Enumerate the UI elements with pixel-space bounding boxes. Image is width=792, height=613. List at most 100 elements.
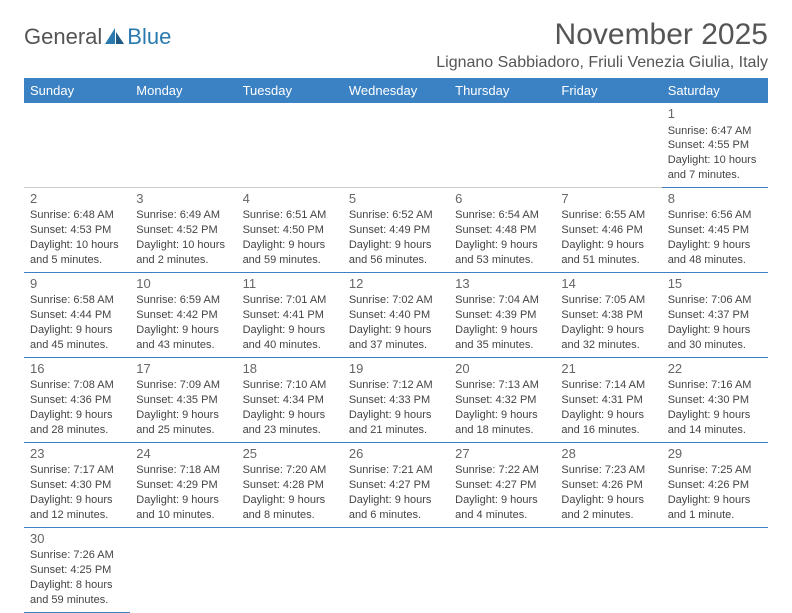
calendar-cell: 12Sunrise: 7:02 AMSunset: 4:40 PMDayligh…	[343, 272, 449, 357]
day-number: 7	[561, 190, 655, 208]
day-line: Sunset: 4:36 PM	[30, 393, 124, 408]
day-line: Sunrise: 7:26 AM	[30, 548, 124, 563]
day-line: Sunrise: 6:56 AM	[668, 208, 762, 223]
calendar-cell: 6Sunrise: 6:54 AMSunset: 4:48 PMDaylight…	[449, 187, 555, 272]
calendar-cell: 14Sunrise: 7:05 AMSunset: 4:38 PMDayligh…	[555, 272, 661, 357]
day-line: and 2 minutes.	[561, 508, 655, 523]
day-line: Sunrise: 7:20 AM	[243, 463, 337, 478]
day-number: 3	[136, 190, 230, 208]
day-line: Daylight: 9 hours	[561, 323, 655, 338]
day-line: Sunset: 4:39 PM	[455, 308, 549, 323]
logo-text-2: Blue	[127, 24, 171, 50]
calendar-cell: 27Sunrise: 7:22 AMSunset: 4:27 PMDayligh…	[449, 442, 555, 527]
calendar-cell	[237, 527, 343, 612]
calendar-cell: 25Sunrise: 7:20 AMSunset: 4:28 PMDayligh…	[237, 442, 343, 527]
day-line: Sunrise: 7:13 AM	[455, 378, 549, 393]
day-line: Daylight: 9 hours	[136, 323, 230, 338]
day-line: Sunrise: 7:16 AM	[668, 378, 762, 393]
day-line: Daylight: 9 hours	[30, 493, 124, 508]
day-line: Sunset: 4:28 PM	[243, 478, 337, 493]
calendar-week: 30Sunrise: 7:26 AMSunset: 4:25 PMDayligh…	[24, 527, 768, 612]
day-line: Sunset: 4:26 PM	[561, 478, 655, 493]
day-line: Sunset: 4:49 PM	[349, 223, 443, 238]
day-line: Sunset: 4:48 PM	[455, 223, 549, 238]
calendar-cell: 18Sunrise: 7:10 AMSunset: 4:34 PMDayligh…	[237, 357, 343, 442]
day-number: 18	[243, 360, 337, 378]
calendar-cell	[449, 527, 555, 612]
location: Lignano Sabbiadoro, Friuli Venezia Giuli…	[436, 54, 768, 72]
day-line: Daylight: 9 hours	[561, 493, 655, 508]
day-line: and 12 minutes.	[30, 508, 124, 523]
day-number: 2	[30, 190, 124, 208]
day-line: and 16 minutes.	[561, 423, 655, 438]
day-line: and 7 minutes.	[668, 168, 762, 183]
day-line: Sunset: 4:25 PM	[30, 563, 124, 578]
logo: General Blue	[24, 24, 171, 50]
day-line: and 28 minutes.	[30, 423, 124, 438]
day-line: Daylight: 9 hours	[243, 323, 337, 338]
calendar-cell	[343, 527, 449, 612]
day-line: and 45 minutes.	[30, 338, 124, 353]
calendar-cell	[555, 527, 661, 612]
day-line: Daylight: 9 hours	[561, 408, 655, 423]
calendar-cell	[24, 103, 130, 187]
day-line: Daylight: 10 hours	[668, 153, 762, 168]
day-header-row: Sunday Monday Tuesday Wednesday Thursday…	[24, 78, 768, 103]
day-line: Daylight: 9 hours	[30, 408, 124, 423]
day-line: Daylight: 10 hours	[136, 238, 230, 253]
day-line: Sunset: 4:33 PM	[349, 393, 443, 408]
day-number: 5	[349, 190, 443, 208]
calendar-cell	[130, 527, 236, 612]
calendar-cell: 22Sunrise: 7:16 AMSunset: 4:30 PMDayligh…	[662, 357, 768, 442]
day-line: Sunrise: 7:25 AM	[668, 463, 762, 478]
day-line: Daylight: 9 hours	[668, 493, 762, 508]
day-number: 29	[668, 445, 762, 463]
day-number: 25	[243, 445, 337, 463]
day-line: Sunset: 4:42 PM	[136, 308, 230, 323]
day-line: Daylight: 9 hours	[136, 408, 230, 423]
day-line: Sunset: 4:44 PM	[30, 308, 124, 323]
day-line: and 37 minutes.	[349, 338, 443, 353]
calendar-cell: 2Sunrise: 6:48 AMSunset: 4:53 PMDaylight…	[24, 187, 130, 272]
calendar-cell	[555, 103, 661, 187]
day-line: Sunrise: 7:04 AM	[455, 293, 549, 308]
calendar-week: 1Sunrise: 6:47 AMSunset: 4:55 PMDaylight…	[24, 103, 768, 187]
day-line: Sunset: 4:35 PM	[136, 393, 230, 408]
logo-text-1: General	[24, 24, 102, 50]
day-line: Sunrise: 6:51 AM	[243, 208, 337, 223]
day-header: Monday	[130, 78, 236, 103]
calendar-cell	[237, 103, 343, 187]
day-line: Sunrise: 6:54 AM	[455, 208, 549, 223]
day-header: Friday	[555, 78, 661, 103]
day-number: 1	[668, 105, 762, 123]
day-line: Daylight: 9 hours	[668, 408, 762, 423]
day-header: Sunday	[24, 78, 130, 103]
day-line: Sunset: 4:26 PM	[668, 478, 762, 493]
day-line: Sunset: 4:34 PM	[243, 393, 337, 408]
day-line: and 2 minutes.	[136, 253, 230, 268]
day-number: 10	[136, 275, 230, 293]
calendar-week: 9Sunrise: 6:58 AMSunset: 4:44 PMDaylight…	[24, 272, 768, 357]
day-line: and 30 minutes.	[668, 338, 762, 353]
calendar-cell: 9Sunrise: 6:58 AMSunset: 4:44 PMDaylight…	[24, 272, 130, 357]
calendar-cell: 26Sunrise: 7:21 AMSunset: 4:27 PMDayligh…	[343, 442, 449, 527]
calendar-cell: 17Sunrise: 7:09 AMSunset: 4:35 PMDayligh…	[130, 357, 236, 442]
calendar-cell: 21Sunrise: 7:14 AMSunset: 4:31 PMDayligh…	[555, 357, 661, 442]
day-header: Wednesday	[343, 78, 449, 103]
day-number: 17	[136, 360, 230, 378]
day-line: Sunset: 4:37 PM	[668, 308, 762, 323]
day-line: Daylight: 10 hours	[30, 238, 124, 253]
day-number: 12	[349, 275, 443, 293]
day-line: and 59 minutes.	[30, 593, 124, 608]
day-line: Sunrise: 6:49 AM	[136, 208, 230, 223]
calendar-cell: 4Sunrise: 6:51 AMSunset: 4:50 PMDaylight…	[237, 187, 343, 272]
day-line: Daylight: 9 hours	[668, 238, 762, 253]
calendar-cell: 8Sunrise: 6:56 AMSunset: 4:45 PMDaylight…	[662, 187, 768, 272]
day-line: Sunset: 4:55 PM	[668, 138, 762, 153]
day-line: and 6 minutes.	[349, 508, 443, 523]
day-line: and 51 minutes.	[561, 253, 655, 268]
day-line: and 4 minutes.	[455, 508, 549, 523]
calendar-cell: 3Sunrise: 6:49 AMSunset: 4:52 PMDaylight…	[130, 187, 236, 272]
day-line: Sunset: 4:46 PM	[561, 223, 655, 238]
calendar-cell	[449, 103, 555, 187]
